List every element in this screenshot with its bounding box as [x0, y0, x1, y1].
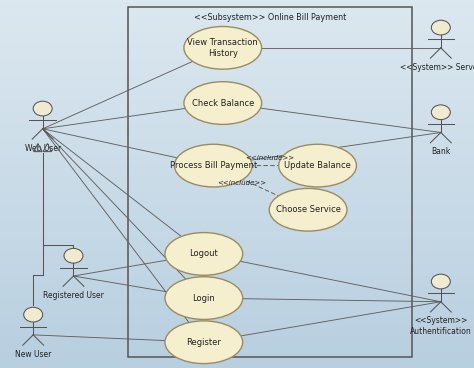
Text: <<System>> Server: <<System>> Server	[401, 63, 474, 71]
Circle shape	[431, 105, 450, 120]
Text: Logout: Logout	[190, 250, 218, 258]
Text: Process Bill Payment: Process Bill Payment	[170, 161, 257, 170]
Circle shape	[431, 274, 450, 289]
Text: Check Balance: Check Balance	[191, 99, 254, 107]
Text: Register: Register	[186, 338, 221, 347]
Text: View Transaction
History: View Transaction History	[187, 38, 258, 57]
Ellipse shape	[165, 233, 243, 275]
Text: <<System>>
Authentification: <<System>> Authentification	[410, 316, 472, 336]
Text: Web User: Web User	[25, 144, 61, 152]
Text: Login: Login	[192, 294, 215, 302]
Circle shape	[64, 248, 83, 263]
Ellipse shape	[184, 26, 262, 69]
Text: Update Balance: Update Balance	[284, 161, 351, 170]
Ellipse shape	[174, 144, 252, 187]
Text: <<Subsystem>> Online Bill Payment: <<Subsystem>> Online Bill Payment	[194, 13, 346, 22]
Text: Registered User: Registered User	[43, 291, 104, 300]
Text: <<include>>: <<include>>	[246, 155, 295, 161]
Ellipse shape	[184, 82, 262, 124]
Circle shape	[33, 101, 52, 116]
Text: <<include>>: <<include>>	[217, 180, 266, 186]
Text: Choose Service: Choose Service	[275, 205, 341, 214]
Text: New User: New User	[15, 350, 51, 358]
Ellipse shape	[165, 321, 243, 364]
Circle shape	[431, 20, 450, 35]
Text: Bank: Bank	[431, 147, 450, 156]
Circle shape	[24, 307, 43, 322]
Bar	[128, 7, 412, 357]
Ellipse shape	[279, 144, 356, 187]
Ellipse shape	[165, 277, 243, 319]
Ellipse shape	[269, 188, 347, 231]
